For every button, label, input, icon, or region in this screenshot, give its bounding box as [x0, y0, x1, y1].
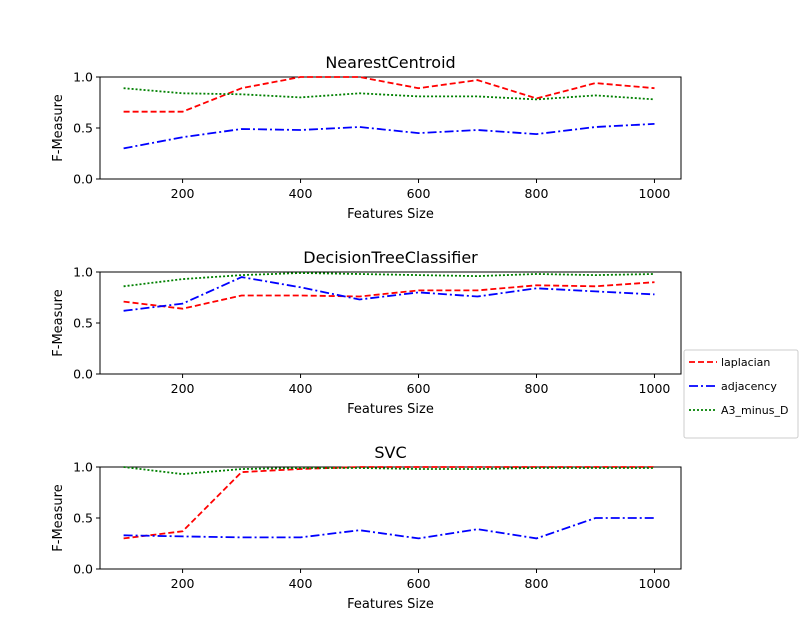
- y-tick-label: 1.0: [73, 70, 93, 85]
- chart-title: DecisionTreeClassifier: [303, 248, 478, 267]
- x-tick-label: 400: [289, 576, 313, 591]
- subplot-2: DecisionTreeClassifier 200 400 600 800 1000 0.…: [51, 248, 682, 417]
- x-tick-label: 200: [171, 186, 195, 201]
- series-line-laplacian: [123, 76, 655, 113]
- x-tick-label: 400: [289, 381, 313, 396]
- y-axis-label: F-Measure: [51, 94, 66, 161]
- x-tick-label: 600: [407, 576, 431, 591]
- y-axis-label: F-Measure: [51, 484, 66, 551]
- x-tick-label: 1000: [639, 186, 671, 201]
- y-tick-label: 0.0: [73, 172, 93, 187]
- x-tick-label: 800: [525, 576, 549, 591]
- legend-label: laplacian: [721, 356, 770, 369]
- x-tick-label: 1000: [639, 576, 671, 591]
- x-tick-label: 1000: [639, 381, 671, 396]
- chart-title: NearestCentroid: [325, 53, 455, 72]
- chart-title: SVC: [374, 443, 406, 462]
- legend-frame: [683, 349, 799, 439]
- x-tick-label: 400: [289, 186, 313, 201]
- series-line-A3_minus_D: [123, 87, 655, 101]
- axes-frame: [99, 271, 682, 375]
- x-tick-label: 200: [171, 381, 195, 396]
- x-axis-label: Features Size: [347, 207, 434, 222]
- y-axis-label: F-Measure: [51, 289, 66, 356]
- subplot-3: SVC 200 400 600 800 1000 0.0 0.5 1.0 Features Siz…: [51, 443, 682, 612]
- x-axis-label: Features Size: [347, 597, 434, 612]
- series-line-laplacian: [123, 466, 655, 540]
- x-tick-label: 800: [525, 381, 549, 396]
- series-line-adjacency: [123, 276, 655, 312]
- subplot-1: NearestCentroid 200 400 600 800 1000 0.0 0.5 1.0…: [51, 53, 682, 222]
- y-tick-label: 1.0: [73, 265, 93, 280]
- x-tick-label: 200: [171, 576, 195, 591]
- x-tick-label: 800: [525, 186, 549, 201]
- series-line-adjacency: [123, 517, 655, 540]
- y-tick-label: 0.5: [73, 316, 93, 331]
- legend: laplacian adjacency A3_minus_D: [683, 349, 799, 439]
- y-tick-label: 0.5: [73, 511, 93, 526]
- y-tick-label: 0.0: [73, 367, 93, 382]
- y-tick-label: 1.0: [73, 460, 93, 475]
- series-line-adjacency: [123, 123, 655, 150]
- y-tick-label: 0.0: [73, 562, 93, 577]
- x-tick-label: 600: [407, 381, 431, 396]
- legend-label: adjacency: [721, 380, 777, 393]
- y-tick-label: 0.5: [73, 121, 93, 136]
- x-tick-label: 600: [407, 186, 431, 201]
- series-line-A3_minus_D: [123, 466, 655, 476]
- legend-label: A3_minus_D: [721, 404, 788, 417]
- x-axis-label: Features Size: [347, 402, 434, 417]
- series-line-A3_minus_D: [123, 272, 655, 288]
- series-line-laplacian: [123, 281, 655, 310]
